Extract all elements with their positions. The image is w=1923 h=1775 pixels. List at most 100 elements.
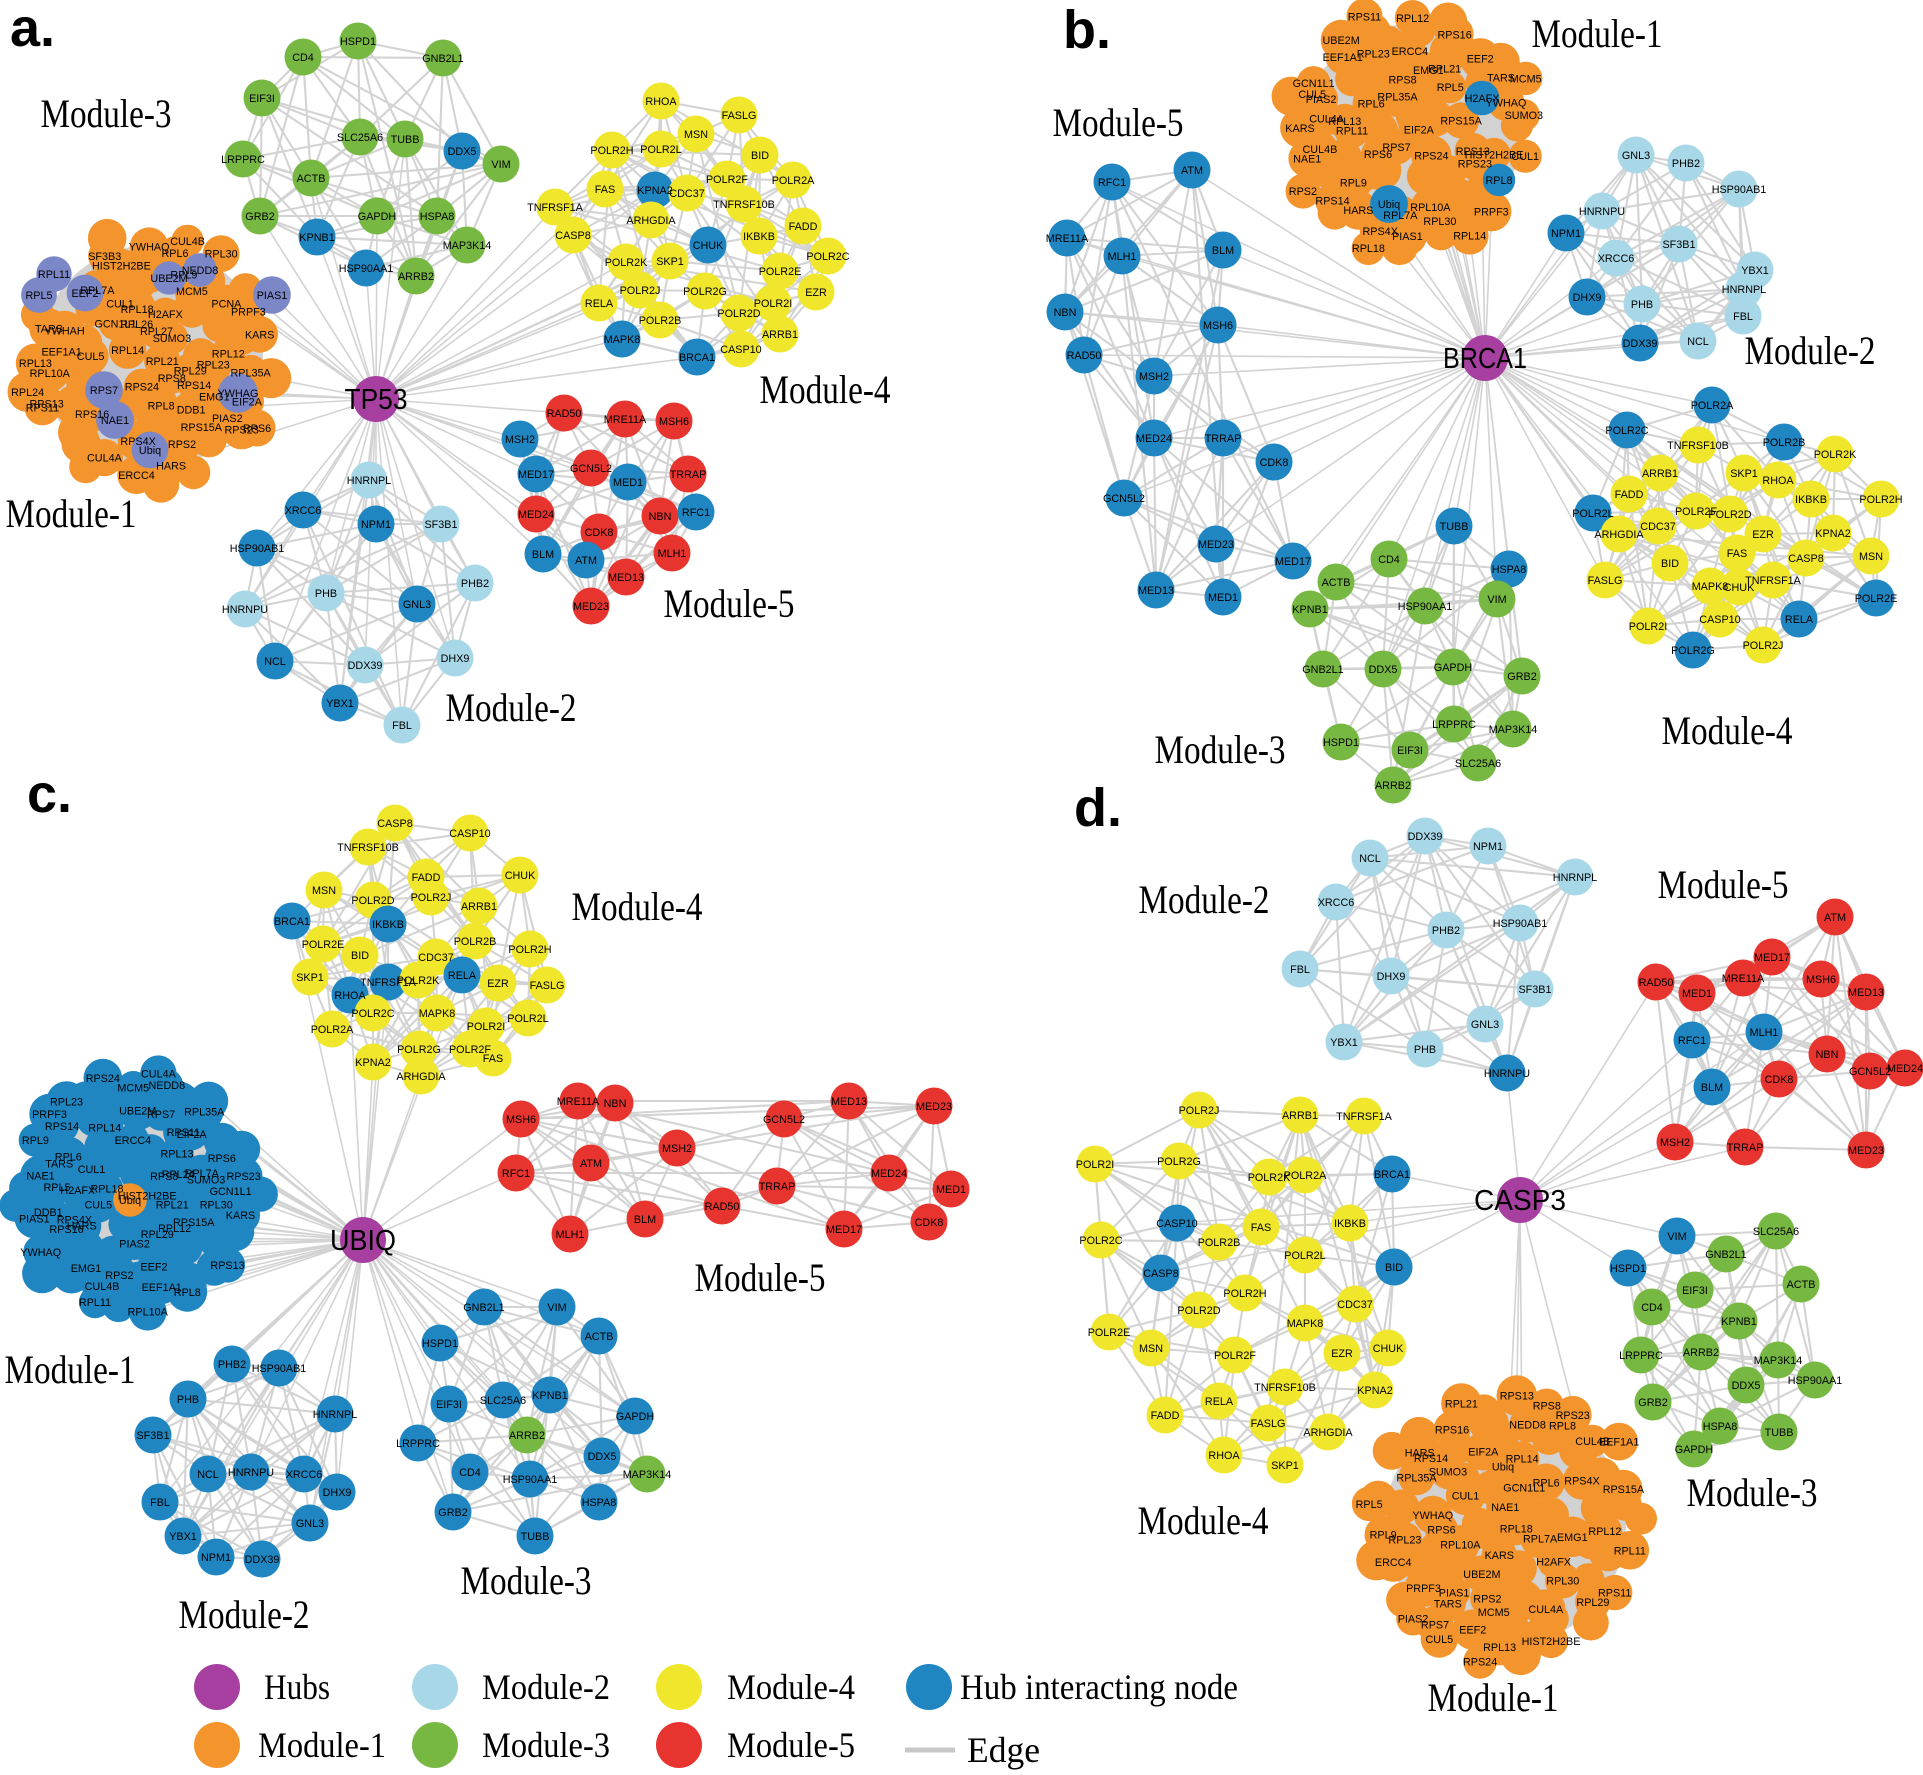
svg-text:RPS4X: RPS4X	[1564, 1476, 1599, 1488]
svg-text:RPL12: RPL12	[212, 349, 245, 361]
svg-text:POLR2J: POLR2J	[620, 285, 661, 297]
svg-text:EEF1A1: EEF1A1	[41, 347, 81, 359]
svg-text:RPL12: RPL12	[158, 1223, 191, 1235]
svg-text:HSP90AA1: HSP90AA1	[503, 1474, 558, 1486]
svg-text:Module-1: Module-1	[258, 1725, 386, 1765]
svg-text:PHB: PHB	[315, 588, 337, 600]
svg-text:RPL23: RPL23	[50, 1097, 83, 1109]
svg-text:BID: BID	[1661, 558, 1679, 570]
svg-text:Ubiq: Ubiq	[119, 1195, 141, 1207]
svg-text:UBE2M: UBE2M	[1322, 35, 1359, 47]
svg-text:RPL8: RPL8	[148, 401, 175, 413]
svg-text:PRPF3: PRPF3	[32, 1109, 67, 1121]
svg-text:EIF3I: EIF3I	[249, 93, 275, 105]
svg-text:HSPD1: HSPD1	[1323, 737, 1359, 749]
svg-text:PIAS2: PIAS2	[119, 1239, 150, 1251]
svg-text:POLR2F: POLR2F	[1214, 1350, 1256, 1362]
svg-text:CHUK: CHUK	[693, 240, 724, 252]
svg-text:KPNB1: KPNB1	[299, 232, 334, 244]
svg-text:MED24: MED24	[518, 509, 554, 521]
svg-text:PIAS1: PIAS1	[257, 290, 288, 302]
svg-text:CDK8: CDK8	[915, 1217, 944, 1229]
svg-text:RPL35A: RPL35A	[1377, 92, 1418, 104]
svg-text:HNRNPU: HNRNPU	[228, 1467, 274, 1479]
svg-text:UBIQ: UBIQ	[330, 1225, 396, 1257]
svg-text:HNRNPL: HNRNPL	[313, 1409, 357, 1421]
svg-text:DDX39: DDX39	[245, 1554, 280, 1566]
svg-text:SLC25A6: SLC25A6	[480, 1395, 526, 1407]
svg-text:RPL12: RPL12	[1588, 1526, 1621, 1538]
svg-text:CUL1: CUL1	[1511, 151, 1539, 163]
svg-text:BRCA1: BRCA1	[1374, 1169, 1410, 1181]
svg-text:MSH6: MSH6	[1203, 320, 1233, 332]
svg-text:HSPA8: HSPA8	[1703, 1421, 1738, 1433]
svg-text:VIM: VIM	[1667, 1231, 1686, 1243]
svg-text:CDK8: CDK8	[1765, 1074, 1794, 1086]
svg-text:TUBB: TUBB	[1440, 521, 1469, 533]
svg-text:Module-5: Module-5	[695, 1255, 826, 1300]
svg-text:FAS: FAS	[1251, 1222, 1271, 1234]
svg-text:RPS16: RPS16	[1437, 29, 1471, 41]
svg-text:DDX5: DDX5	[1732, 1380, 1761, 1392]
svg-text:POLR2K: POLR2K	[1248, 1172, 1291, 1184]
svg-text:RPS15A: RPS15A	[173, 1217, 215, 1229]
svg-text:CUL4B: CUL4B	[170, 236, 205, 248]
svg-text:Ubiq: Ubiq	[1492, 1461, 1514, 1473]
svg-text:POLR2L: POLR2L	[507, 1013, 548, 1025]
svg-text:CUL5: CUL5	[1425, 1634, 1453, 1646]
svg-text:RPS6: RPS6	[208, 1153, 236, 1165]
svg-text:RPL10A: RPL10A	[30, 368, 71, 380]
svg-text:Ubiq: Ubiq	[139, 445, 161, 457]
svg-text:MED1: MED1	[936, 1184, 966, 1196]
svg-text:BLM: BLM	[1701, 1082, 1723, 1094]
svg-text:PIAS2: PIAS2	[212, 413, 243, 425]
svg-text:POLR2A: POLR2A	[1691, 400, 1734, 412]
svg-text:MSN: MSN	[312, 885, 336, 897]
svg-text:KPNA2: KPNA2	[637, 185, 672, 197]
svg-text:RPS6: RPS6	[243, 423, 271, 435]
svg-text:POLR2K: POLR2K	[605, 257, 648, 269]
svg-text:CD4: CD4	[459, 1467, 481, 1479]
svg-text:ARHGDIA: ARHGDIA	[626, 215, 676, 227]
svg-text:ACTB: ACTB	[297, 173, 326, 185]
svg-text:MLH1: MLH1	[556, 1229, 585, 1241]
svg-text:RPS23: RPS23	[1556, 1410, 1590, 1422]
svg-text:POLR2J: POLR2J	[411, 892, 452, 904]
svg-text:MAPK8: MAPK8	[419, 1008, 456, 1020]
svg-text:EZR: EZR	[1752, 529, 1774, 541]
svg-text:ARRB1: ARRB1	[461, 901, 497, 913]
svg-text:MED17: MED17	[1275, 556, 1311, 568]
svg-text:NAE1: NAE1	[101, 415, 129, 427]
svg-text:NPM1: NPM1	[1551, 228, 1581, 240]
svg-text:RPS2: RPS2	[1289, 186, 1317, 198]
svg-text:MED23: MED23	[916, 1101, 952, 1113]
svg-text:RPL9: RPL9	[22, 1135, 49, 1147]
svg-text:SKP1: SKP1	[656, 256, 684, 268]
svg-text:RPS11: RPS11	[167, 1127, 200, 1139]
svg-text:KPNB1: KPNB1	[532, 1390, 567, 1402]
svg-text:SUMO3: SUMO3	[1505, 110, 1543, 122]
svg-text:PRPF3: PRPF3	[1406, 1583, 1441, 1595]
svg-text:RPL23: RPL23	[1388, 1534, 1421, 1546]
svg-text:MED1: MED1	[1682, 988, 1712, 1000]
svg-text:EMG1: EMG1	[1557, 1532, 1588, 1544]
svg-text:MRE11A: MRE11A	[604, 414, 647, 426]
svg-text:FADD: FADD	[1151, 1410, 1180, 1422]
svg-text:CUL4A: CUL4A	[1309, 114, 1345, 126]
svg-text:NCL: NCL	[264, 656, 286, 668]
svg-text:POLR2L: POLR2L	[1572, 508, 1613, 520]
svg-text:HSPD1: HSPD1	[340, 36, 376, 48]
svg-text:CASP8: CASP8	[377, 818, 412, 830]
svg-text:PHB2: PHB2	[1432, 925, 1460, 937]
svg-text:MED13: MED13	[831, 1096, 867, 1108]
svg-text:GRB2: GRB2	[1638, 1397, 1667, 1409]
svg-text:HSPD1: HSPD1	[1610, 1263, 1646, 1275]
svg-text:ARHGDIA: ARHGDIA	[396, 1071, 446, 1083]
svg-text:YBX1: YBX1	[1330, 1037, 1358, 1049]
svg-text:EIF3I: EIF3I	[1682, 1285, 1708, 1297]
svg-text:RPL13: RPL13	[1328, 116, 1361, 128]
svg-text:HARS: HARS	[67, 1221, 97, 1233]
svg-text:GCN1L1: GCN1L1	[210, 1186, 252, 1198]
svg-text:MSN: MSN	[1139, 1343, 1163, 1355]
svg-text:RPS24: RPS24	[125, 382, 159, 394]
